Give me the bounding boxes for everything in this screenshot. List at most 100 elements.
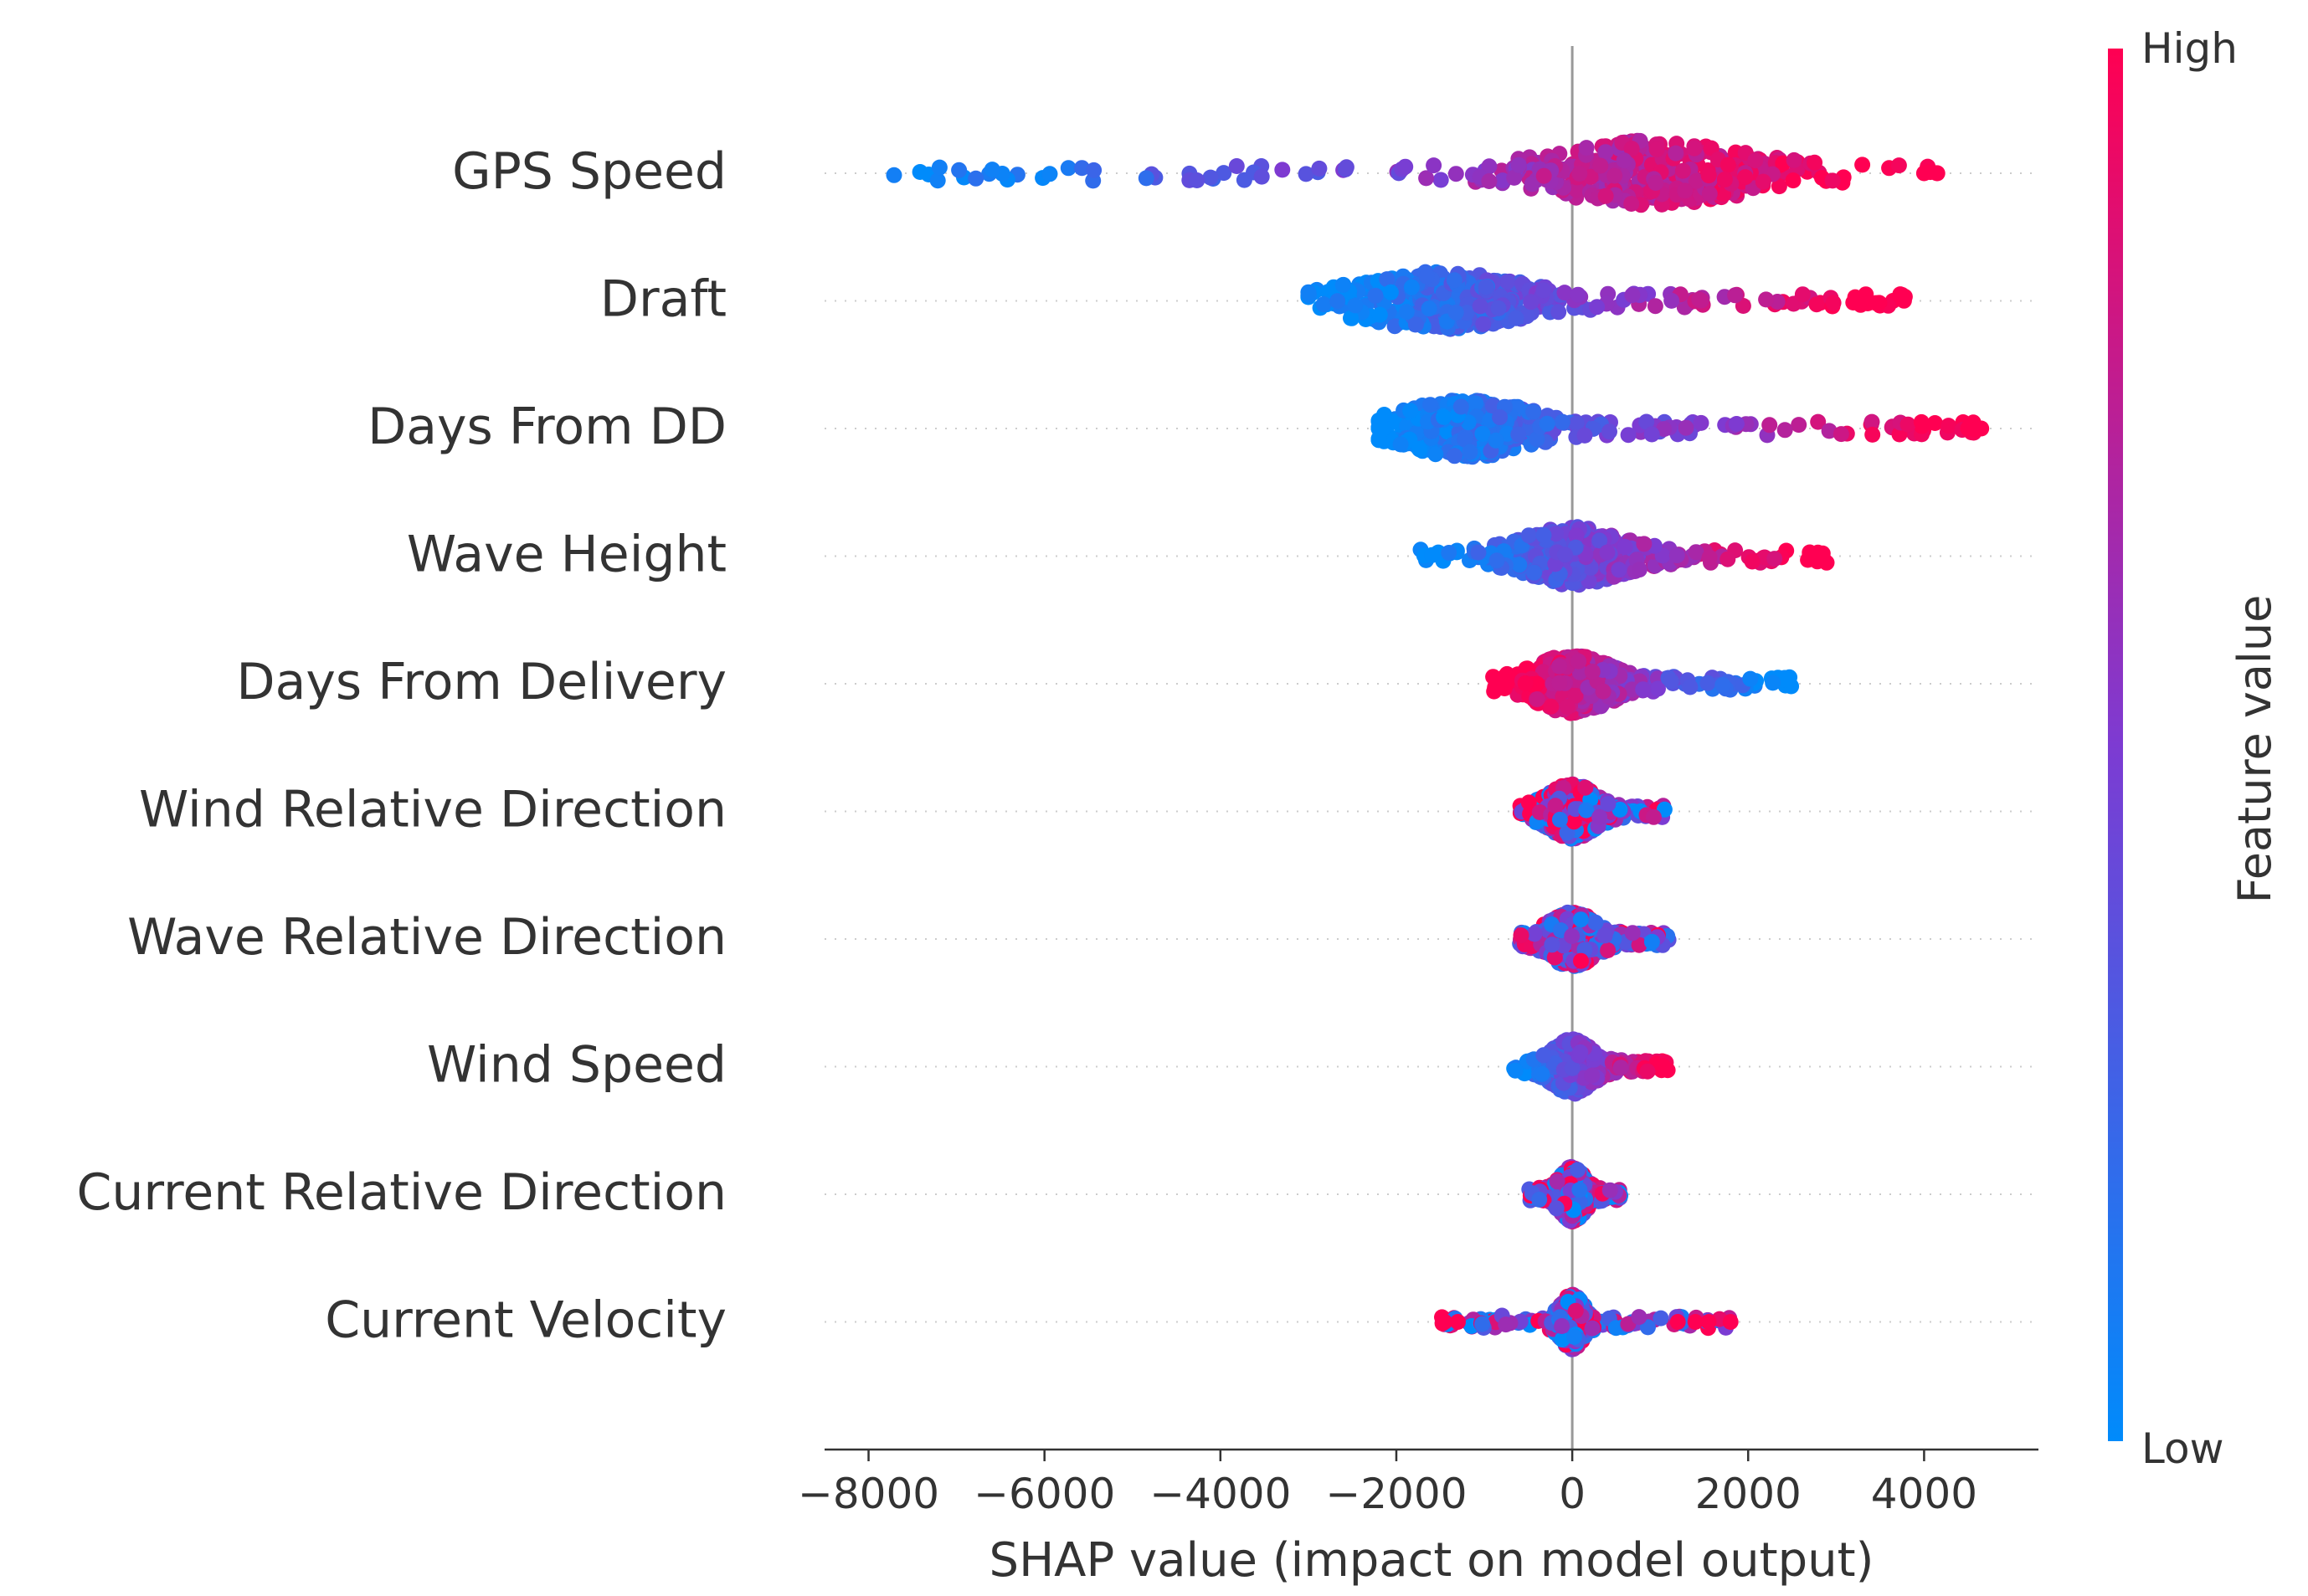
shap-point — [1507, 1062, 1524, 1079]
shap-point — [1824, 172, 1841, 189]
row-gridlines — [825, 172, 2038, 1323]
shap-point — [1701, 549, 1718, 566]
shap-point — [1728, 416, 1745, 432]
shap-point — [1470, 544, 1487, 561]
shap-point — [1548, 1200, 1565, 1217]
shap-point — [1567, 1302, 1584, 1319]
shap-point — [1523, 294, 1540, 310]
shap-point — [1535, 167, 1552, 184]
feature-label: Days From DD — [368, 398, 727, 456]
shap-point — [1490, 300, 1507, 316]
colorbar — [2108, 49, 2123, 1441]
feature-label: Wind Relative Direction — [139, 781, 727, 839]
shap-point — [1311, 160, 1328, 177]
colorbar-low-label: Low — [2141, 1424, 2223, 1473]
shap-point — [1576, 427, 1593, 444]
shap-point — [1551, 658, 1568, 675]
shap-point — [1524, 176, 1540, 192]
shap-point — [1564, 928, 1581, 944]
shap-points — [886, 132, 1990, 1357]
shap-point — [1452, 398, 1469, 415]
shap-point — [1551, 811, 1568, 828]
x-tick-label: −6000 — [974, 1470, 1115, 1518]
shap-point — [1472, 298, 1488, 315]
shap-point — [1682, 679, 1699, 695]
shap-point — [1668, 547, 1685, 564]
shap-point — [1647, 298, 1663, 315]
shap-point — [1535, 1047, 1552, 1064]
colorbar-title: Feature value — [2228, 595, 2281, 904]
shap-point — [1367, 287, 1384, 304]
shap-point — [1635, 681, 1652, 698]
shap-point — [1510, 157, 1527, 173]
shap-point — [1570, 1162, 1586, 1178]
shap-outlier-point — [1915, 165, 1932, 182]
shap-point — [1639, 1063, 1656, 1080]
shap-point — [1424, 547, 1441, 563]
shap-point — [1571, 1182, 1588, 1198]
shap-point — [1189, 172, 1205, 188]
shap-point — [1498, 1316, 1514, 1333]
shap-point — [1638, 413, 1655, 430]
shap-point — [1599, 544, 1616, 561]
shap-point — [1600, 942, 1617, 958]
shap-point — [1432, 172, 1449, 188]
shap-point — [1347, 297, 1364, 314]
shap-point — [1535, 282, 1552, 299]
shap-point — [1600, 796, 1617, 813]
shap-point — [1382, 284, 1399, 300]
shap-point — [1531, 1191, 1548, 1208]
shap-point — [1678, 419, 1694, 436]
shap-point — [1474, 1316, 1491, 1332]
colorbar-high-label: High — [2141, 24, 2238, 73]
shap-point — [1334, 277, 1351, 293]
shap-point — [1612, 1060, 1629, 1076]
shap-point — [1595, 683, 1611, 700]
shap-point — [1447, 166, 1464, 182]
shap-point — [1663, 292, 1680, 309]
shap-point — [1611, 801, 1628, 818]
shap-point — [1584, 664, 1601, 680]
shap-point — [1719, 157, 1736, 173]
shap-point — [1411, 441, 1427, 458]
shap-point — [1890, 157, 1907, 174]
feature-label: Wave Relative Direction — [127, 908, 727, 967]
shap-point — [1343, 310, 1359, 326]
shap-point — [1868, 295, 1884, 311]
shap-outlier-point — [1375, 420, 1391, 437]
shap-point — [1520, 794, 1537, 811]
feature-label: Wind Speed — [427, 1036, 727, 1095]
shap-point — [1700, 167, 1717, 184]
shap-point — [1727, 287, 1744, 304]
shap-point — [1656, 421, 1673, 438]
feature-label: Draft — [600, 270, 727, 329]
shap-point — [1457, 431, 1473, 448]
shap-point — [1274, 162, 1291, 178]
shap-point — [1623, 141, 1640, 157]
shap-point — [1403, 279, 1420, 295]
shap-point — [931, 159, 948, 176]
x-tick-label: 0 — [1559, 1470, 1586, 1518]
shap-point — [1421, 300, 1437, 317]
shap-point — [929, 172, 946, 189]
shap-point — [1616, 152, 1632, 169]
shap-point — [1539, 415, 1555, 432]
shap-point — [1338, 159, 1354, 176]
shap-point — [1573, 952, 1589, 969]
shap-point — [1488, 432, 1504, 449]
shap-point — [1926, 415, 1943, 431]
shap-point — [1570, 653, 1587, 670]
shap-point — [1298, 166, 1314, 182]
shap-point — [1557, 547, 1573, 563]
shap-point — [1596, 927, 1613, 944]
shap-point — [984, 162, 1000, 178]
x-tick-label: −4000 — [1149, 1470, 1291, 1518]
shap-point — [1392, 436, 1409, 453]
shap-point — [1777, 671, 1794, 688]
x-tick-label: −2000 — [1325, 1470, 1467, 1518]
shap-point — [1601, 423, 1617, 440]
shap-point — [1568, 182, 1585, 198]
shap-point — [1636, 536, 1653, 552]
shap-point — [1535, 527, 1552, 543]
shap-point — [1379, 271, 1396, 288]
